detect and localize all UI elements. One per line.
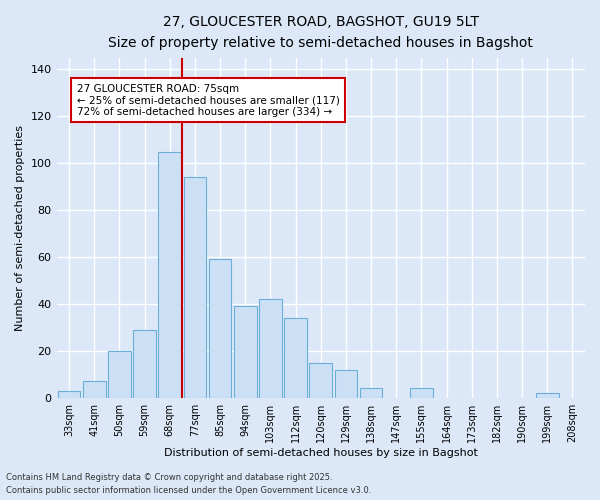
Bar [108,351,131,398]
Title: 27, GLOUCESTER ROAD, BAGSHOT, GU19 5LT
Size of property relative to semi-detache: 27, GLOUCESTER ROAD, BAGSHOT, GU19 5LT S… [109,15,533,50]
Text: 27 GLOUCESTER ROAD: 75sqm
← 25% of semi-detached houses are smaller (117)
72% of: 27 GLOUCESTER ROAD: 75sqm ← 25% of semi-… [77,84,340,116]
Bar [410,388,433,398]
Bar [58,390,80,398]
Bar [259,299,282,398]
Bar [209,260,232,398]
Bar [184,178,206,398]
Bar [158,152,181,398]
Bar [83,382,106,398]
Y-axis label: Number of semi-detached properties: Number of semi-detached properties [15,124,25,330]
Bar [310,362,332,398]
X-axis label: Distribution of semi-detached houses by size in Bagshot: Distribution of semi-detached houses by … [164,448,478,458]
Text: Contains HM Land Registry data © Crown copyright and database right 2025.
Contai: Contains HM Land Registry data © Crown c… [6,474,371,495]
Bar [335,370,357,398]
Bar [360,388,382,398]
Bar [133,330,156,398]
Bar [284,318,307,398]
Bar [234,306,257,398]
Bar [536,393,559,398]
